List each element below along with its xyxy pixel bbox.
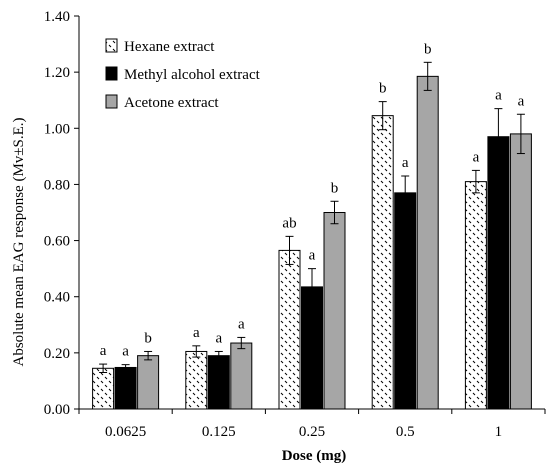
significance-label: b bbox=[144, 330, 152, 346]
bar-hexane bbox=[464, 181, 487, 410]
bar-hexane bbox=[185, 350, 208, 410]
significance-label: a bbox=[238, 316, 245, 332]
legend-swatch bbox=[105, 38, 118, 53]
x-axis-title: Dose (mg) bbox=[282, 448, 347, 464]
bar-methyl-alcohol bbox=[114, 366, 137, 410]
y-tick-label: 0.00 bbox=[44, 402, 70, 418]
bar-hexane bbox=[371, 115, 394, 410]
bar-methyl-alcohol bbox=[394, 192, 417, 410]
legend-label: Acetone extract bbox=[124, 95, 219, 111]
significance-label: a bbox=[495, 88, 502, 104]
y-axis: 0.00 0.20 0.40 0.60 0.80 1.00 1.20 1.40 bbox=[44, 9, 80, 418]
legend-label: Hexane extract bbox=[124, 39, 215, 55]
legend-label: Methyl alcohol extract bbox=[124, 67, 261, 83]
bar-hexane bbox=[92, 367, 115, 410]
bar-acetone bbox=[323, 212, 346, 410]
y-axis-title: Absolute mean EAG response (Mv±S.E.) bbox=[11, 117, 27, 366]
significance-label: a bbox=[518, 93, 525, 109]
significance-label: a bbox=[122, 344, 129, 360]
significance-label: b bbox=[424, 41, 432, 57]
x-tick-label: 0.5 bbox=[396, 424, 415, 440]
bar-acetone bbox=[230, 342, 253, 410]
x-tick-label: 0.0625 bbox=[105, 424, 146, 440]
y-tick-label: 1.20 bbox=[44, 65, 70, 81]
bar-methyl-alcohol bbox=[207, 355, 230, 410]
significance-label: a bbox=[309, 248, 316, 264]
y-tick-label: 0.80 bbox=[44, 177, 70, 193]
significance-label: a bbox=[215, 330, 222, 346]
significance-label: a bbox=[473, 149, 480, 165]
x-tick-label: 0.25 bbox=[299, 424, 325, 440]
bar-acetone bbox=[416, 75, 439, 410]
bar-methyl-alcohol bbox=[487, 136, 510, 410]
significance-label: ab bbox=[282, 215, 296, 231]
x-axis: 0.0625 0.125 0.25 0.5 1 bbox=[78, 408, 546, 440]
y-tick-label: 1.00 bbox=[44, 121, 70, 137]
x-tick-label: 0.125 bbox=[202, 424, 236, 440]
significance-label: b bbox=[331, 180, 339, 196]
significance-label: a bbox=[100, 343, 107, 359]
x-tick-label: 1 bbox=[495, 424, 503, 440]
y-tick-label: 0.60 bbox=[44, 234, 70, 250]
significance-label: b bbox=[379, 81, 387, 97]
legend-swatch bbox=[105, 66, 118, 81]
bar-acetone bbox=[509, 133, 532, 410]
significance-label: a bbox=[193, 325, 200, 341]
significance-label: a bbox=[402, 155, 409, 171]
bar-acetone bbox=[137, 355, 160, 410]
y-tick-label: 1.40 bbox=[44, 9, 70, 25]
y-tick-label: 0.20 bbox=[44, 346, 70, 362]
y-tick-label: 0.40 bbox=[44, 290, 70, 306]
legend: Hexane extract Methyl alcohol extract Acet… bbox=[105, 38, 261, 111]
legend-swatch bbox=[105, 94, 118, 109]
bar-hexane bbox=[278, 249, 301, 410]
